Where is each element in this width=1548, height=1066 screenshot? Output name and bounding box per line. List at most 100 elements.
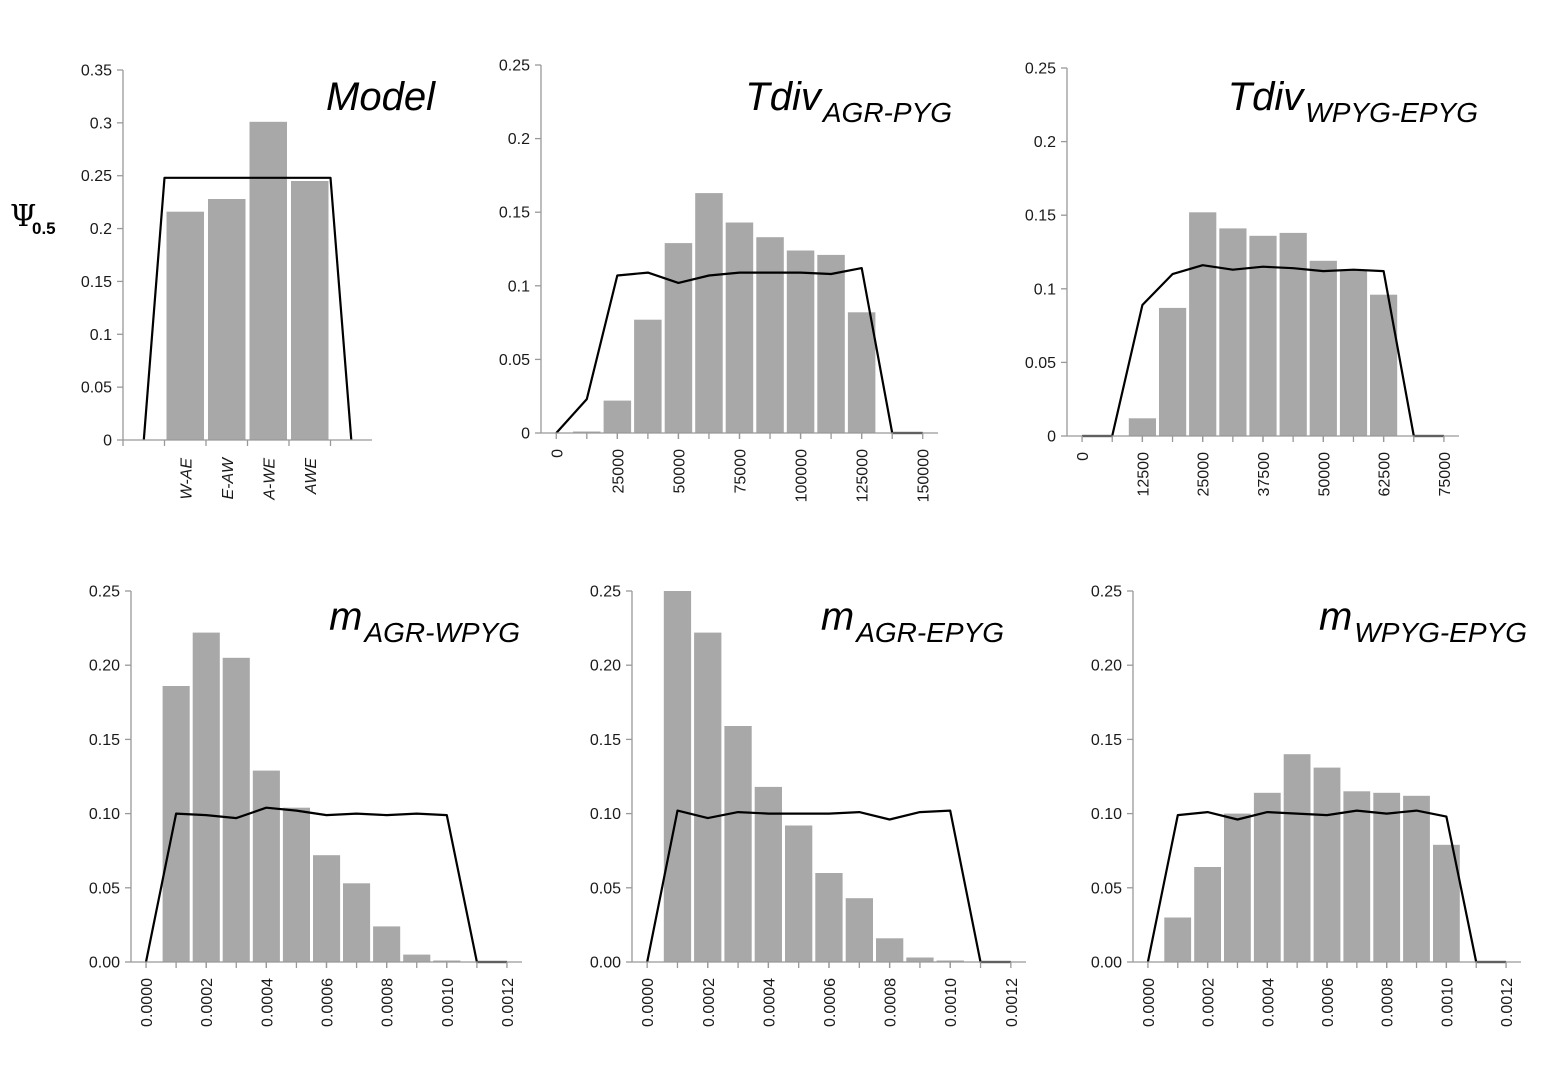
x-tick-label: 0.0012 [1004,978,1021,1027]
bar [845,898,873,962]
x-tick-label: 125000 [855,449,872,502]
bar [785,825,813,962]
bar [1309,260,1337,436]
y-tick-label: 0.15 [1025,208,1056,225]
y-tick-label: 0.10 [89,806,120,823]
x-tick-label: 0.0004 [761,978,778,1027]
y-tick-label: 0.15 [499,205,530,222]
y-tick-label: 0.10 [590,806,621,823]
bar [1194,867,1221,962]
x-tick-label: 25000 [1196,452,1213,497]
bar [1128,418,1156,436]
y-tick-label: 0.2 [508,131,530,148]
bar [403,954,431,962]
bar [222,657,250,962]
bar [1313,767,1341,962]
bar [1279,232,1307,436]
y-tick-label: 0.05 [1025,355,1056,372]
bar [876,938,904,962]
y-tick-label: 0.25 [81,168,112,185]
bar [634,319,662,433]
panel-title: Model [326,75,436,119]
bar [663,591,692,962]
y-tick-label: 0.20 [590,658,621,675]
y-tick-label: 0 [521,426,530,443]
y-tick-label: 0.25 [499,58,530,75]
bar [754,786,782,962]
series-line [646,809,1011,964]
x-tick-label: 0.0012 [500,978,517,1027]
y-tick-label: 0.15 [590,732,621,749]
panel-tdiv-wpyg-epyg: 0 0.05 0.1 0.15 0.2 0.25 0 12500 25000 37500 50000… [1025,61,1478,497]
x-tick-label: 50000 [671,449,688,494]
y-tick-label: 0.35 [81,63,112,80]
bar [1164,917,1192,962]
bar [1339,269,1368,436]
series-line [144,806,507,964]
bar [343,883,371,962]
y-tick-label: 0.05 [81,380,112,397]
y-tick-label: 0.00 [1091,955,1122,972]
x-tick-label: 0 [1075,452,1092,461]
x-tick-label: 0.0002 [1201,978,1218,1027]
x-tick-label: 0.0006 [320,978,337,1027]
bar [192,632,220,962]
y-tick-label: 0.15 [89,732,120,749]
x-tick-label: 0.0010 [440,978,457,1027]
panel-tdiv-agr-pyg: 0 0.05 0.1 0.15 0.2 0.25 0 25000 50000 75000 10000… [499,58,952,503]
x-tick-label: 75000 [1437,452,1454,497]
x-tick-label: 75000 [733,449,750,494]
bar [936,960,964,962]
x-tick-label: 0.0008 [1380,978,1397,1027]
y-tick-label: 0.2 [90,221,112,238]
y-tick-label: 0.05 [590,880,621,897]
y-tick-label: 0.1 [90,327,112,344]
series-line [1082,264,1444,438]
series-line [555,267,923,435]
panel-title: mAGR-WPYG [329,595,520,648]
bar [694,632,722,962]
bar [906,957,934,962]
y-tick-label: 0.00 [590,955,621,972]
bar [1283,754,1311,962]
y-tick-label: 0.3 [90,115,112,132]
bar [1189,212,1217,436]
x-tick-label: 50000 [1316,452,1333,497]
bar [208,199,246,440]
x-tick-label: A-WE [261,458,278,501]
x-tick-label: AWE [303,458,320,495]
y-tick-label: 0.1 [1034,281,1056,298]
y-tick-label: 0 [1047,429,1056,446]
bar [1224,813,1251,962]
y-tick-label: 0.1 [508,278,530,295]
x-tick-label: 150000 [916,449,933,502]
panel-title: TdivWPYG-EPYG [1228,75,1478,128]
y-axis-label: Ψ 0.5 [10,199,56,238]
panel-m-agr-epyg: 0.00 0.05 0.10 0.15 0.20 0.25 0.0000 0.0002 0.00… [590,584,1026,1027]
y-tick-label: 0.2 [1034,134,1056,151]
x-tick-label: 0.0010 [1439,978,1456,1027]
x-tick-label: 0.0000 [1141,978,1158,1027]
y-tick-label: 0.15 [81,274,112,291]
bar [1249,235,1277,436]
panel-title: mWPYG-EPYG [1319,595,1527,648]
x-tick-label: W-AE [178,458,195,500]
panel-m-agr-wpyg: 0.00 0.05 0.10 0.15 0.20 0.25 0.0000 0.0002 0.00… [89,584,522,1027]
bar [249,121,287,441]
bar [786,250,815,433]
bar [373,926,401,962]
y-axis-label-subscript: 0.5 [32,219,56,238]
x-tick-label: 0.0000 [139,978,156,1027]
x-tick-label: 0.0006 [1320,978,1337,1027]
y-tick-label: 0.25 [1091,584,1122,601]
bar [1159,307,1187,436]
bar [1219,228,1247,436]
bar [252,770,280,962]
y-tick-label: 0.25 [89,584,120,601]
bar [847,312,876,433]
bar [1370,294,1398,436]
y-axis-label-symbol: Ψ [10,199,36,234]
x-tick-label: 0.0008 [380,978,397,1027]
bar [815,873,843,962]
